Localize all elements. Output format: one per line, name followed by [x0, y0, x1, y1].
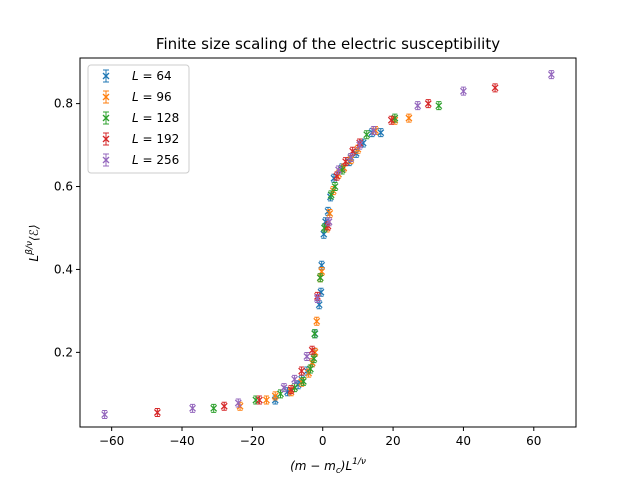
data-point: [299, 377, 307, 385]
data-point: [435, 102, 443, 110]
x-tick-label: 0: [319, 434, 327, 448]
data-point: [220, 402, 228, 410]
data-point: [316, 274, 324, 282]
plot-area-frame: [79, 57, 577, 428]
series-L128: [210, 101, 443, 413]
data-point: [262, 396, 270, 404]
y-tick-label: 0.2: [54, 345, 73, 359]
data-point: [101, 411, 109, 419]
data-point: [331, 183, 339, 190]
y-axis-label: Lβ/ν⟨ℰ⟩: [25, 224, 41, 261]
data-point: [287, 386, 295, 394]
data-point: [311, 330, 319, 338]
data-point: [414, 102, 422, 110]
x-tick-label: −60: [99, 434, 124, 448]
legend-entry: L = 192: [102, 132, 179, 146]
data-point: [210, 404, 218, 412]
legend-entry: L = 64: [102, 69, 172, 83]
data-point: [153, 409, 161, 416]
y-tick-label: 0.6: [54, 180, 73, 194]
data-point: [327, 191, 335, 199]
y-tick-label: 0.8: [54, 97, 73, 111]
data-point: [405, 114, 413, 122]
data-point: [255, 396, 263, 404]
data-point: [189, 404, 197, 412]
data-point: [291, 375, 299, 383]
legend-marker: [102, 72, 110, 80]
x-axis-ticks: −60 −40 −20 0 20 40 60: [99, 427, 541, 448]
data-point: [313, 317, 321, 325]
series-L64: [271, 128, 385, 405]
data-point: [356, 141, 364, 149]
legend-marker: [102, 135, 110, 143]
y-tick-label: 0.4: [54, 262, 73, 276]
data-point: [310, 355, 318, 363]
x-tick-label: −40: [169, 434, 194, 448]
data-point: [280, 384, 288, 392]
legend-entry: L = 256: [102, 153, 179, 167]
data-point: [308, 346, 316, 354]
legend-marker: [102, 93, 110, 101]
legend-label: L = 128: [132, 111, 179, 125]
legend-entry: L = 128: [102, 111, 179, 125]
legend-label: L = 64: [132, 69, 172, 83]
x-tick-label: −20: [240, 434, 265, 448]
legend-label: L = 192: [132, 132, 179, 146]
series-L256: [101, 70, 555, 420]
data-point: [306, 365, 314, 373]
legend-frame: [87, 64, 190, 174]
data-point: [325, 218, 333, 226]
x-tick-label: 40: [456, 434, 471, 448]
x-axis-label: (m − mc)L1/ν: [290, 457, 366, 476]
data-point: [387, 116, 395, 124]
data-point: [271, 392, 279, 400]
data-point: [377, 129, 385, 137]
chart-title: Finite size scaling of the electric susc…: [156, 35, 500, 53]
data-point: [370, 127, 378, 135]
data-point: [424, 100, 432, 108]
data-point: [342, 158, 350, 166]
legend-label: L = 256: [132, 153, 179, 167]
legend-marker: [102, 156, 110, 164]
legend-label: L = 96: [132, 90, 172, 104]
x-tick-label: 60: [526, 434, 541, 448]
series-L192: [153, 83, 499, 417]
data-point: [326, 210, 334, 217]
data-point: [234, 399, 242, 407]
legend-entry: L = 96: [102, 90, 172, 104]
legend: L = 64 L = 96 L = 128 L = 192 L = 256: [87, 64, 190, 174]
data-point: [303, 353, 311, 360]
x-tick-label: 20: [385, 434, 400, 448]
data-point: [313, 295, 321, 302]
data-point: [547, 71, 555, 79]
data-point: [491, 84, 499, 92]
data-point: [335, 166, 343, 174]
data-point: [459, 87, 467, 95]
data-point: [298, 367, 306, 375]
legend-marker: [102, 114, 110, 122]
data-marks: [101, 70, 555, 420]
data-point: [363, 131, 371, 139]
y-axis-ticks: 0.2 0.4 0.6 0.8: [54, 97, 80, 359]
data-point: [347, 154, 355, 161]
